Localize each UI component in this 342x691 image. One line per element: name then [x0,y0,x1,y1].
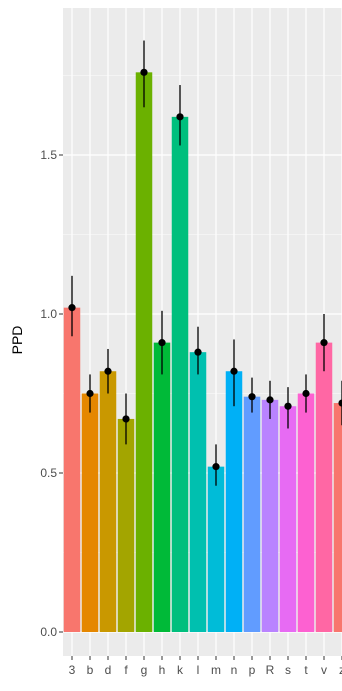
mean-point [122,415,130,423]
mean-point [230,367,238,375]
mean-point [68,304,76,312]
x-tick-label: t [304,663,308,677]
mean-point [266,396,274,404]
bar-t [297,393,315,632]
x-tick-label: l [197,663,200,677]
bar-z [333,403,342,632]
bar-h [153,342,171,632]
bar-R [261,399,279,632]
x-tick-label: g [141,663,148,677]
mean-point [104,367,112,375]
mean-point [248,393,256,401]
x-tick-label: d [105,663,112,677]
bar-p [243,396,261,632]
mean-point [194,348,202,356]
mean-point [302,389,310,398]
bar-3 [63,307,81,632]
x-tick-label: b [87,663,94,677]
y-axis-title: PPD [9,326,25,355]
bar-f [117,418,135,632]
x-tick-label: s [285,663,291,677]
x-tick-label: 3 [69,663,76,677]
x-tick-label: z [339,663,342,677]
x-tick-label: m [211,663,221,677]
x-tick-label: n [231,663,238,677]
bar-s [279,406,297,632]
mean-point [176,113,184,121]
bar-m [207,466,225,632]
mean-point [86,389,94,398]
y-tick-label: 1.0 [40,307,57,321]
x-tick-label: v [321,663,327,677]
x-tick-label: h [159,663,166,677]
bar-d [99,371,117,632]
mean-point [338,399,342,407]
bars [63,72,342,633]
y-tick-label: 0.5 [40,466,57,480]
x-tick-label: p [249,663,256,677]
bar-n [225,371,243,632]
x-tick-label: k [177,663,184,677]
bar-l [189,352,207,632]
mean-point [212,463,220,471]
x-tick-label: R [266,663,275,677]
mean-points [68,68,342,471]
bar-g [135,72,153,632]
y-axis: 0.0 0.5 1.0 1.5 [40,148,63,639]
mean-point [158,339,166,347]
mean-point [320,339,328,347]
bar-b [81,393,99,632]
mean-point [284,402,292,410]
bar-k [171,116,189,633]
bar-v [315,342,333,632]
y-tick-label: 1.5 [40,148,57,162]
y-tick-label: 0.0 [40,625,57,639]
mean-point [140,68,148,76]
x-tick-label: f [124,663,128,677]
